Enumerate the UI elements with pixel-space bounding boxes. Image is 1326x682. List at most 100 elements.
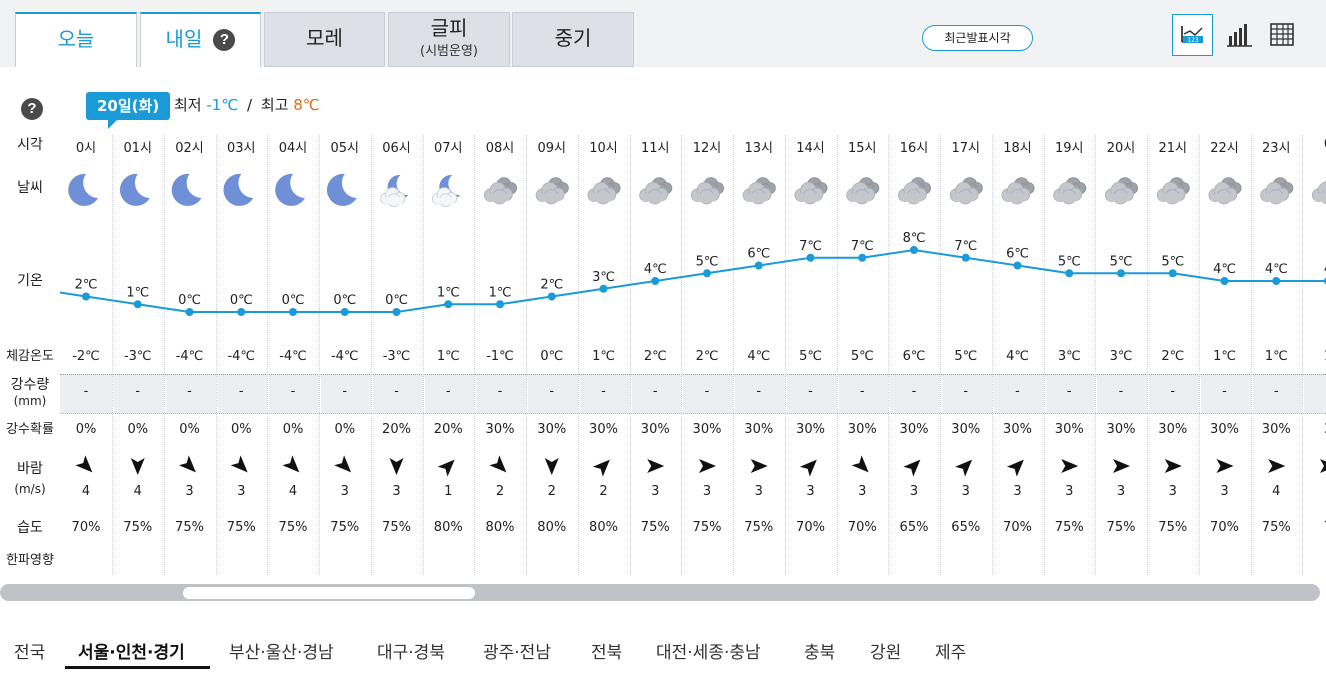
precip-prob-value: 0% [179, 422, 200, 437]
feels-like-value: -1℃ [486, 349, 514, 364]
precip-value: - [756, 384, 762, 399]
precip-cell-divider [370, 377, 373, 413]
column-divider [1198, 135, 1200, 575]
cloudy-icon [1260, 177, 1294, 205]
feels-like-value: -4℃ [227, 349, 256, 364]
precip-label: 강수량 [10, 377, 50, 393]
row-label-cold: 한파영향 [6, 553, 54, 568]
wind-speed-value: 2 [599, 484, 608, 499]
precip-value: - [135, 384, 141, 399]
humidity-value: 65% [951, 520, 981, 535]
feels-like-value: 4℃ [1006, 349, 1029, 364]
feels-like-value: 1℃ [436, 349, 460, 364]
temperature-line [59, 248, 1326, 313]
precipitation-row [60, 374, 1326, 414]
column-divider [474, 135, 476, 575]
region-link[interactable]: 강원 [870, 643, 902, 663]
temperature-label: 5℃ [1058, 254, 1081, 269]
cloudy-icon [897, 177, 932, 205]
wind-unit: (m/s) [14, 482, 46, 496]
wind-speed-value: 3 [392, 484, 401, 499]
wind-speed-value: 3 [858, 484, 867, 499]
region-link[interactable]: 충북 [804, 643, 836, 663]
wind-arrow-icon [334, 455, 352, 473]
region-link[interactable]: 부산·울산·경남 [229, 643, 334, 663]
region-link[interactable]: 광주·전남 [483, 643, 551, 663]
tab-tomorrow[interactable]: 내일 ? [140, 12, 261, 67]
row-label-time: 시각 [17, 137, 43, 153]
precip-value: - [83, 384, 89, 399]
feels-like-value: 2℃ [1161, 349, 1185, 364]
cloudy-icon [535, 177, 569, 205]
column-divider [629, 135, 631, 575]
precip-value: - [1118, 384, 1124, 399]
temperature-label: 1℃ [437, 285, 460, 300]
humidity-value: 80% [537, 520, 567, 535]
column-divider [1147, 135, 1148, 575]
table-grid-icon[interactable] [1262, 14, 1302, 54]
precip-prob-value: 30% [951, 422, 981, 437]
precip-value: - [652, 384, 658, 399]
temperature-point [133, 300, 142, 309]
tab-three-days[interactable]: 글피 (시범운영) [388, 12, 510, 67]
temperature-point [1220, 277, 1229, 285]
temperature-point [1168, 269, 1177, 278]
precip-prob-value: 30% [640, 422, 670, 437]
recent-announcement-button[interactable]: 최근발표시각 [922, 25, 1033, 51]
region-link[interactable]: 대구·경북 [377, 643, 445, 663]
humidity-value: 75% [1158, 520, 1188, 535]
precip-prob-value: 30% [744, 422, 774, 437]
precip-value: - [911, 384, 917, 399]
wind-speed-value: 3 [340, 484, 349, 499]
temperature-label: 0℃ [282, 293, 305, 308]
feels-like-value: -4℃ [175, 349, 204, 364]
precip-prob-value: 30% [1210, 422, 1239, 437]
tab-today[interactable]: 오늘 [15, 12, 137, 67]
help-icon[interactable]: ? [213, 29, 236, 51]
region-link[interactable]: 대전·세종·충남 [656, 643, 761, 663]
wind-label: 바람 [17, 461, 43, 477]
humidity-value: 75% [175, 520, 204, 535]
tab-tomorrow-label: 내일 [165, 27, 203, 51]
feels-like-value: -4℃ [330, 349, 359, 364]
wind-speed-value: 3 [909, 484, 919, 499]
feels-like-value: -3℃ [123, 349, 152, 364]
help-icon[interactable]: ? [21, 98, 43, 120]
moon-icon [326, 173, 357, 206]
precip-cell-divider [215, 377, 218, 413]
precip-value: - [963, 384, 969, 399]
precip-prob-value: 30% [692, 422, 722, 437]
tab-day-after[interactable]: 모레 [264, 12, 385, 67]
column-divider [1250, 135, 1252, 575]
precip-cell-divider [991, 377, 994, 413]
column-divider [991, 135, 993, 575]
hour-label: 22시 [1210, 141, 1239, 156]
line-chart-icon[interactable]: 123 [1172, 14, 1213, 56]
region-link[interactable]: 제주 [935, 643, 967, 663]
region-link[interactable]: 서울·인천·경기 [78, 643, 185, 663]
column-divider [1043, 135, 1045, 575]
wind-arrow-icon [699, 459, 716, 473]
hour-label: 02시 [175, 141, 204, 156]
wind-arrow-icon [647, 459, 665, 473]
humidity-value: 80% [589, 520, 618, 535]
precip-prob-value: 0% [334, 422, 356, 437]
region-link[interactable]: 전북 [591, 643, 623, 663]
wind-speed-value: 3 [185, 484, 194, 499]
precip-cell-divider [267, 377, 270, 413]
precip-value: - [1222, 384, 1227, 399]
column-divider [940, 135, 941, 575]
wind-arrow-icon [1164, 459, 1182, 473]
tab-mid-term[interactable]: 중기 [512, 12, 634, 67]
wind-arrow-icon [799, 459, 817, 477]
feels-like-value: 2℃ [643, 349, 667, 364]
bar-chart-icon[interactable] [1222, 14, 1262, 54]
row-label-wind: 바람 (m/s) [0, 461, 60, 497]
temperature-point [703, 269, 711, 278]
humidity-value: 75% [1054, 520, 1084, 535]
temperature-label: 0℃ [333, 293, 356, 308]
scrollbar-thumb[interactable] [183, 587, 475, 599]
temperature-label: 5℃ [1161, 254, 1184, 269]
region-link[interactable]: 전국 [14, 643, 46, 663]
temperature-point [82, 292, 90, 301]
